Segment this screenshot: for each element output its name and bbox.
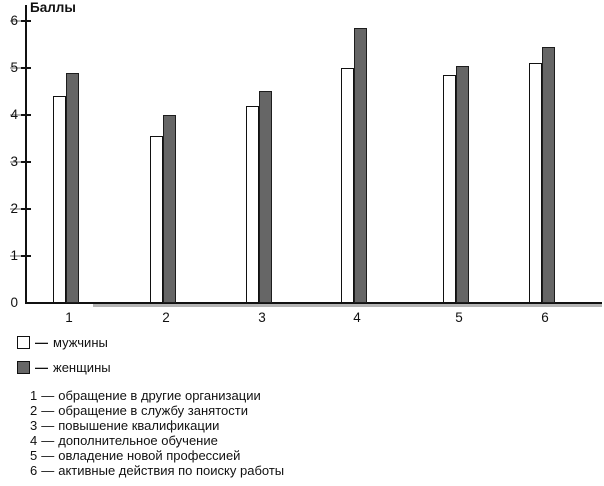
y-tick-label: 4: [10, 107, 18, 122]
key-row-2: 2— обращение в службу занятости: [30, 402, 248, 418]
key-row-6: 6— активные действия по поиску работы: [30, 462, 285, 478]
y-axis-title: Баллы: [30, 0, 76, 15]
y-tick-shadow: [10, 255, 23, 257]
bar-men-6: [529, 63, 542, 303]
legend-dash: —: [35, 335, 48, 350]
x-axis-shadow-line: [93, 304, 602, 307]
y-tick-label: 1: [10, 248, 18, 263]
bar-women-5: [456, 66, 469, 303]
bar-women-4: [354, 28, 367, 303]
y-tick-shadow: [10, 208, 23, 210]
bar-men-3: [246, 106, 259, 303]
y-tick-shadow: [10, 67, 23, 69]
bar-women-2: [163, 115, 176, 303]
y-tick-mark: [21, 114, 31, 116]
y-tick-shadow: [10, 114, 23, 116]
x-tick-label: 1: [65, 310, 73, 325]
bar-women-3: [259, 91, 272, 303]
women-swatch: [17, 361, 30, 374]
y-tick-label: 2: [10, 201, 18, 216]
category-key-list: 1— обращение в другие организации 2— обращ…: [30, 388, 285, 478]
bar-men-4: [341, 68, 354, 303]
x-tick-label: 2: [162, 310, 170, 325]
x-axis-line: [25, 302, 602, 304]
bar-men-2: [150, 136, 163, 303]
y-tick-label: 0: [10, 295, 18, 310]
y-tick-label: 3: [10, 154, 18, 169]
y-tick-label: 6: [10, 13, 18, 28]
y-tick-mark: [21, 20, 31, 22]
bar-men-1: [53, 96, 66, 303]
y-tick-mark: [21, 161, 31, 163]
y-tick-shadow: [10, 161, 23, 163]
y-tick-mark: [21, 208, 31, 210]
plot-area: Баллы 0 1 2 3 4 5 6 1 2 3 4 5 6: [10, 0, 602, 325]
y-tick-mark: [21, 67, 31, 69]
y-tick-label: 5: [10, 60, 18, 75]
bar-women-1: [66, 73, 79, 303]
bar-men-5: [443, 75, 456, 303]
legend-item-women: — женщины: [17, 360, 111, 375]
key-row-3: 3— повышение квалификации: [30, 417, 220, 433]
x-tick-label: 5: [455, 310, 463, 325]
y-tick-shadow: [10, 20, 23, 22]
legend-label-men: мужчины: [53, 335, 108, 350]
x-tick-label: 6: [541, 310, 549, 325]
y-axis-line: [25, 5, 27, 304]
key-row-4: 4— дополнительное обучение: [30, 432, 218, 448]
men-swatch: [17, 336, 30, 349]
x-tick-label: 3: [258, 310, 266, 325]
key-row-1: 1— обращение в другие организации: [30, 388, 261, 403]
y-tick-mark: [21, 255, 31, 257]
legend-item-men: — мужчины: [17, 335, 108, 350]
key-row-5: 5— овладение новой профессией: [30, 447, 241, 463]
legend-label-women: женщины: [53, 360, 111, 375]
x-tick-label: 4: [353, 310, 361, 325]
legend-dash: —: [35, 360, 48, 375]
bar-women-6: [542, 47, 555, 303]
